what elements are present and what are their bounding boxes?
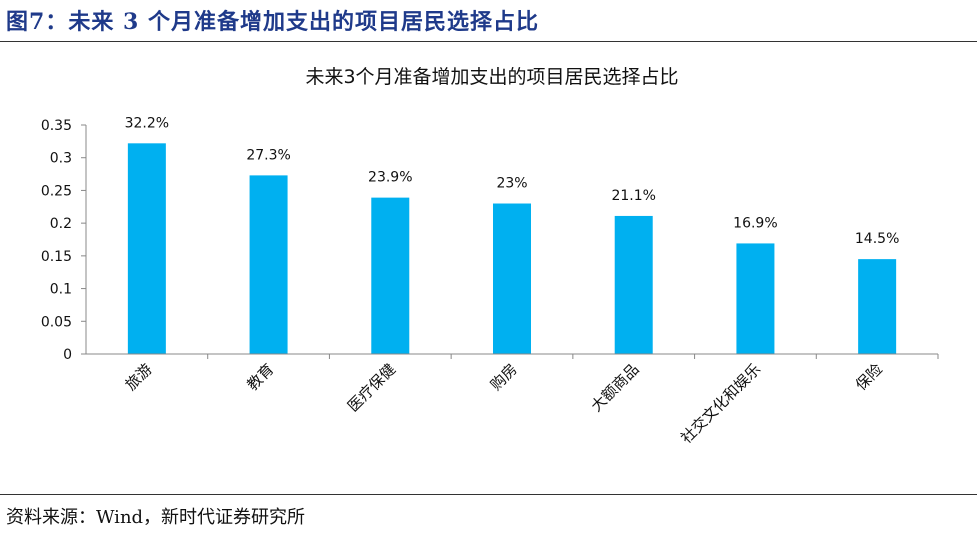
data-label: 14.5%: [855, 231, 899, 247]
data-label: 21.1%: [611, 188, 655, 204]
x-axis: 旅游 教育 医疗保健 购房 大额商品 社交文化和娱乐 保险: [86, 353, 939, 447]
x-category-label: 保险: [852, 360, 886, 394]
chart-title: 未来3个月准备增加支出的项目居民选择占比: [305, 66, 678, 88]
y-tick-label: 0.1: [50, 282, 72, 298]
bar: [493, 203, 531, 354]
data-label: 23.9%: [368, 170, 412, 186]
y-tick-label: 0.05: [41, 314, 72, 330]
x-category-label: 教育: [243, 360, 277, 394]
bar: [127, 143, 166, 354]
y-tick-label: 0.25: [41, 183, 72, 199]
data-label: 27.3%: [246, 147, 290, 163]
x-category-label: 购房: [487, 360, 521, 394]
bar: [858, 259, 897, 354]
top-divider: [0, 41, 977, 42]
bottom-divider: [0, 494, 977, 495]
y-tick-label: 0.2: [50, 216, 72, 232]
y-tick-label: 0.15: [41, 249, 72, 265]
y-tick-label: 0.3: [50, 151, 72, 167]
y-tick-label: 0: [63, 347, 72, 363]
bars-group: 32.2% 27.3% 23.9% 23% 21.1% 16.9% 14.5%: [125, 115, 899, 354]
y-axis: 0 0.05 0.1 0.15 0.2 0.25 0.3 0.35: [41, 118, 87, 363]
x-category-label: 旅游: [122, 360, 156, 394]
x-category-label: 医疗保健: [344, 360, 399, 415]
data-label: 23%: [496, 176, 527, 192]
bar: [371, 197, 410, 354]
x-category-label: 社交文化和娱乐: [677, 360, 764, 447]
x-category-label: 大额商品: [587, 360, 642, 415]
data-label: 32.2%: [125, 115, 169, 131]
figure-label: 图7：: [6, 9, 69, 35]
source-note: 资料来源：Wind，新时代证券研究所: [6, 507, 306, 528]
bar: [614, 215, 653, 354]
bar: [249, 175, 288, 354]
bar: [736, 243, 775, 354]
figure-title: 未来 3 个月准备增加支出的项目居民选择占比: [68, 9, 539, 35]
y-tick-label: 0.35: [41, 118, 72, 134]
data-label: 16.9%: [733, 215, 777, 231]
figure-header: 图7：未来 3 个月准备增加支出的项目居民选择占比: [6, 4, 539, 38]
bar-chart: 未来3个月准备增加支出的项目居民选择占比 0 0.05 0.1 0.15 0.2 0.25…: [41, 66, 939, 447]
